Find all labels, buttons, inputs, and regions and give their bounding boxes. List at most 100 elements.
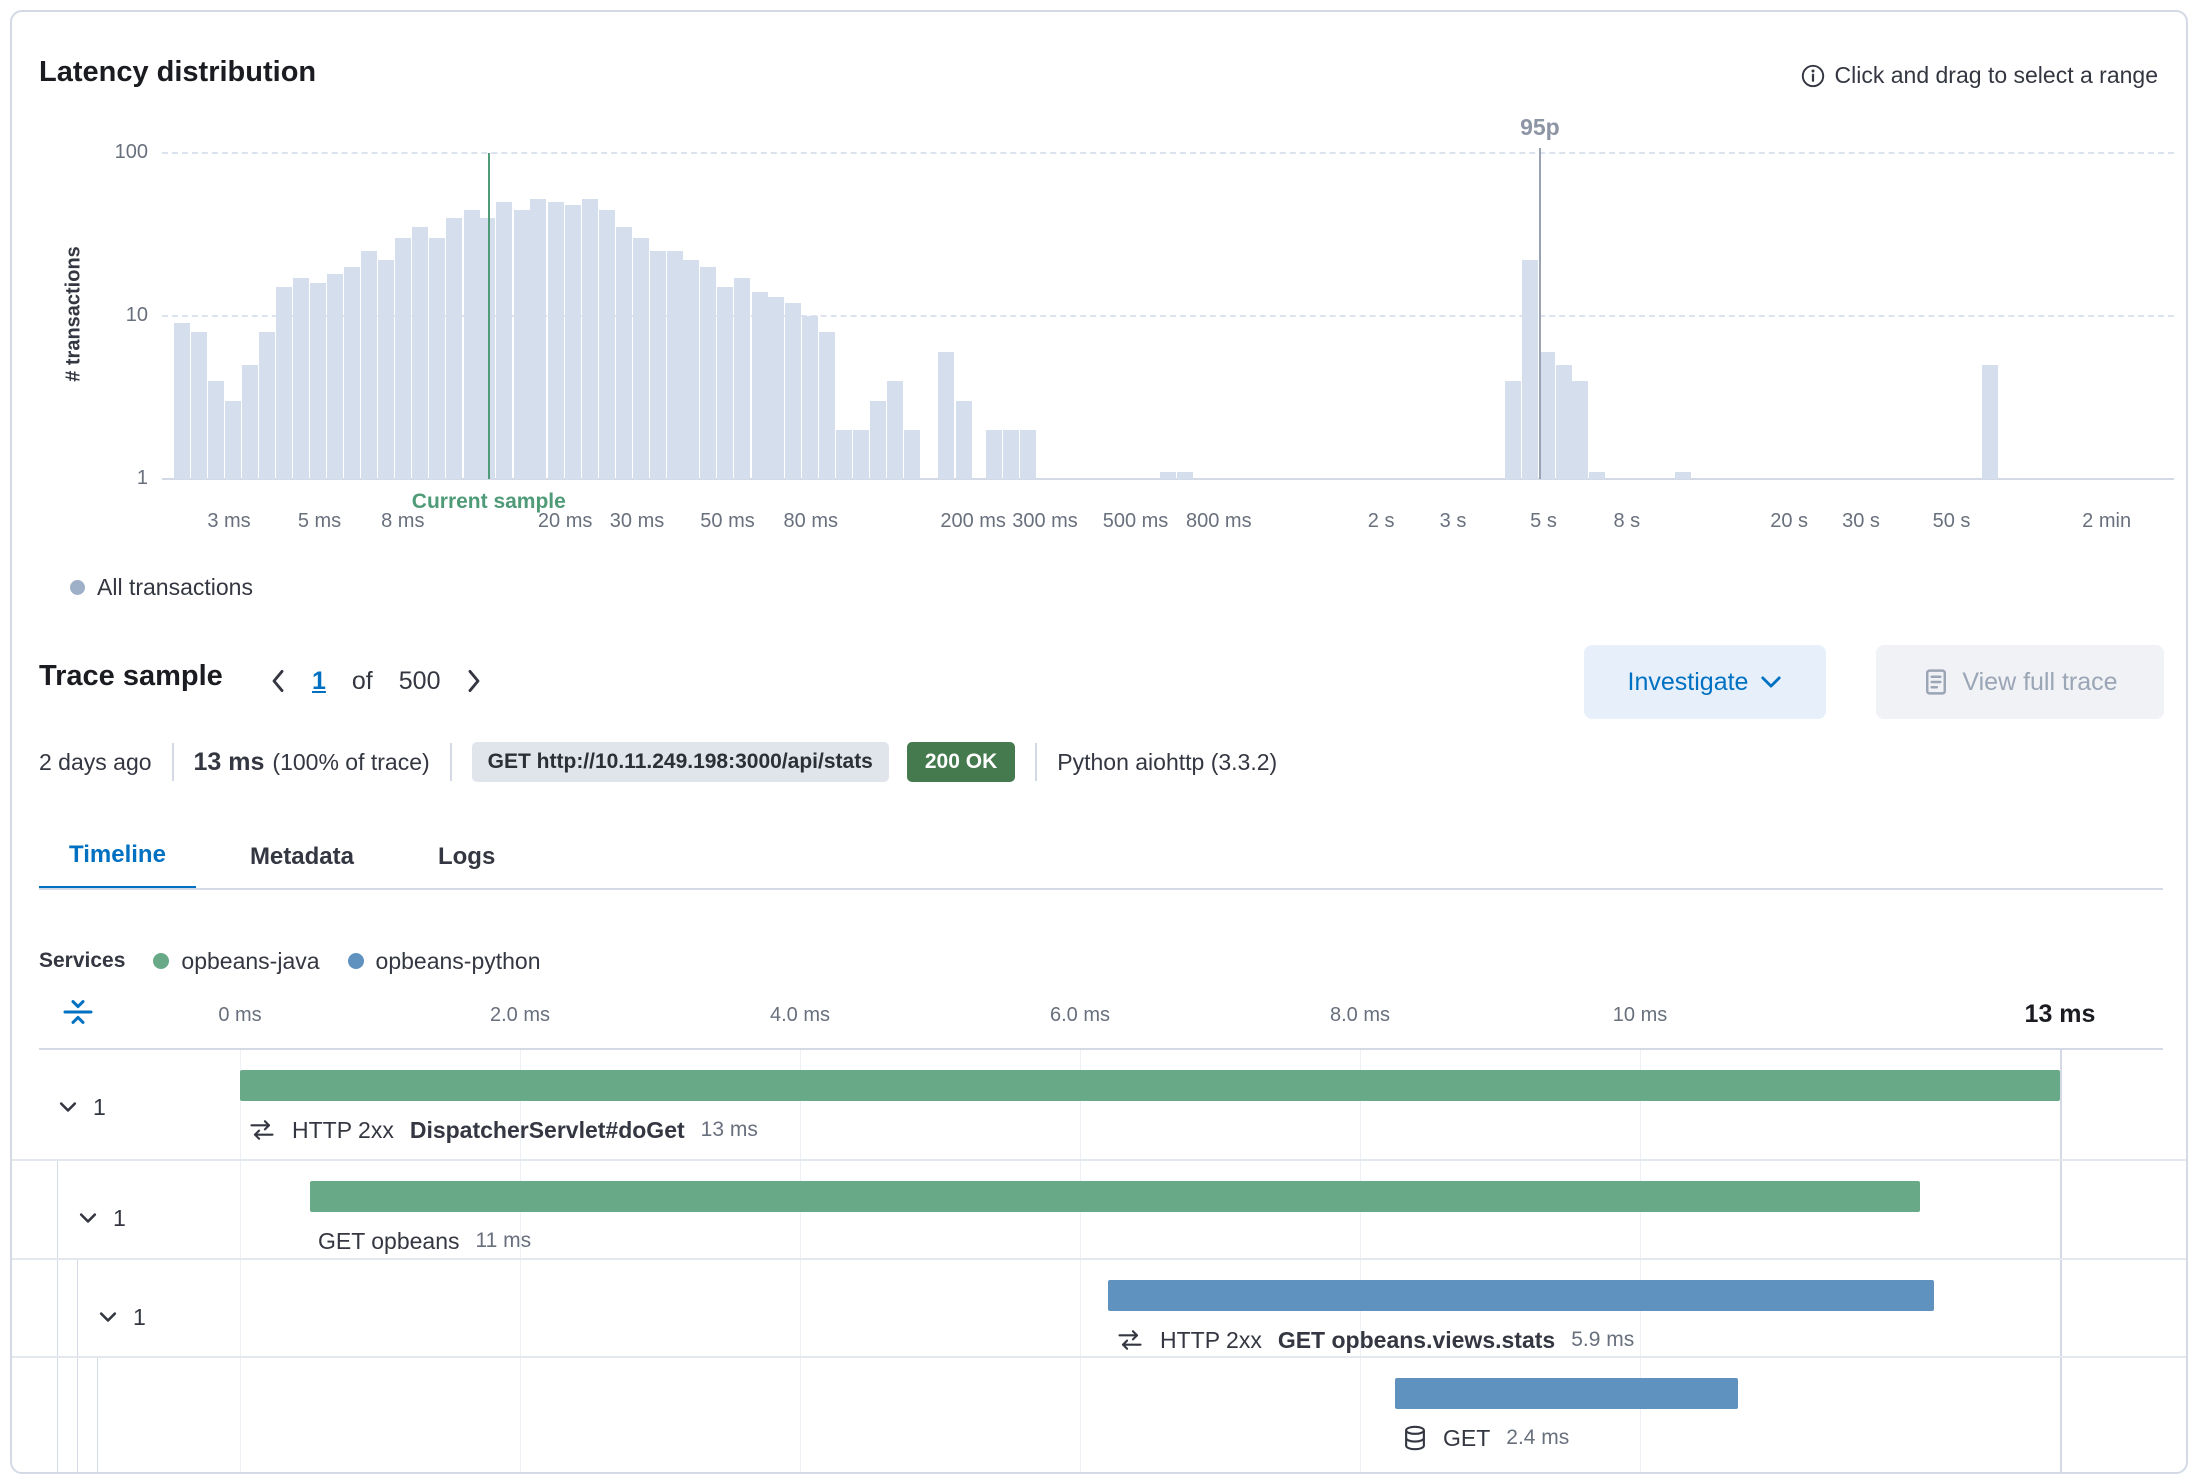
histogram-bar <box>275 287 292 479</box>
apm-transaction-panel: Latency distribution Click and drag to s… <box>10 10 2188 1474</box>
histogram-bar <box>514 210 531 479</box>
span-duration: 5.9 ms <box>1571 1328 1635 1351</box>
span-bar[interactable] <box>1108 1280 1934 1311</box>
view-full-trace-button[interactable]: View full trace <box>1876 645 2164 719</box>
histogram-bar <box>887 381 904 479</box>
x-tick-label: 50 ms <box>700 510 755 532</box>
service-dot-python <box>347 953 364 969</box>
span-bar[interactable] <box>240 1070 2060 1101</box>
investigate-button[interactable]: Investigate <box>1584 645 1826 719</box>
nesting-guide <box>57 1260 58 1356</box>
span-label: GET 2.4 ms <box>1403 1420 1569 1456</box>
span-name: GET opbeans.views.stats <box>1277 1326 1556 1353</box>
chevron-left-icon <box>272 669 284 693</box>
span-label: GET opbeans 11 ms <box>318 1223 531 1259</box>
x-tick-label: 30 s <box>1842 510 1880 532</box>
prev-page-button[interactable] <box>270 668 286 694</box>
histogram-bar <box>548 202 565 479</box>
row-toggle-chevron[interactable] <box>57 1096 81 1120</box>
ruler-bottom-border <box>39 1048 2163 1050</box>
waterfall-row: 1 HTTP 2xx DispatcherServlet#doGet 13 ms <box>12 1050 2186 1161</box>
y-tick-label: 100 <box>114 141 148 163</box>
waterfall-row: GET 2.4 ms <box>12 1358 2186 1472</box>
histogram-bar <box>717 287 734 479</box>
pagination-total: 500 <box>398 666 441 695</box>
current-page-link[interactable]: 1 <box>312 666 326 695</box>
row-child-count: 1 <box>133 1304 146 1330</box>
span-bar[interactable] <box>1395 1378 1738 1409</box>
request-badge: GET http://10.11.249.198:3000/api/stats <box>471 742 889 782</box>
waterfall-gridline <box>2060 1050 2062 1472</box>
row-toggle-chevron[interactable] <box>77 1207 101 1231</box>
service-dot-java <box>153 953 170 969</box>
span-label: HTTP 2xx DispatcherServlet#doGet 13 ms <box>248 1112 758 1148</box>
tab-logs[interactable]: Logs <box>437 843 496 870</box>
current-sample-label: Current sample <box>411 490 566 513</box>
tab-timeline[interactable]: Timeline <box>39 824 196 890</box>
x-tick-label: 80 ms <box>783 510 839 532</box>
ruler-tick-label: 6.0 ms <box>1049 1004 1111 1026</box>
investigate-button-label: Investigate <box>1627 667 1749 696</box>
tab-metadata[interactable]: Metadata <box>249 843 354 870</box>
y-tick-label: 10 <box>125 304 148 326</box>
waterfall-gridline <box>1080 1050 1081 1472</box>
nesting-guide <box>77 1358 78 1472</box>
trace-duration: 13 ms (100% of trace) <box>194 748 430 777</box>
chart-legend[interactable]: All transactions <box>70 574 253 601</box>
timeline-ruler: 0 ms 2.0 ms 4.0 ms 6.0 ms 8.0 ms 10 ms 13 ms <box>12 992 2186 1048</box>
histogram-bar <box>208 381 225 479</box>
x-tick-label: 50 s <box>1932 510 1971 532</box>
waterfall: 1 HTTP 2xx DispatcherServlet#doGet 13 ms 1 GE… <box>12 1050 2186 1472</box>
service-name-java: opbeans-java <box>181 947 320 974</box>
row-toggle-chevron[interactable] <box>97 1306 121 1330</box>
histogram-bar <box>734 278 751 479</box>
x-tick-label: 800 ms <box>1185 510 1252 532</box>
histogram-bar <box>986 430 1003 479</box>
ruler-tick-label: 13 ms <box>2024 1000 2096 1028</box>
database-icon <box>1405 1425 1425 1451</box>
histogram-bar <box>225 401 242 479</box>
trace-timestamp: 2 days ago <box>39 748 152 775</box>
histogram-bar <box>411 227 428 479</box>
span-bar[interactable] <box>310 1181 1920 1212</box>
histogram-bar <box>632 238 649 479</box>
x-tick-label: 500 ms <box>1102 510 1169 532</box>
p95-marker-label: 95p <box>1520 114 1560 140</box>
histogram-bar <box>242 365 259 479</box>
chart-gridline <box>162 152 2174 154</box>
x-tick-label: 30 ms <box>609 510 665 532</box>
waterfall-gridline <box>1360 1050 1361 1472</box>
y-tick-label: 1 <box>136 467 148 489</box>
range-select-hint-text: Click and drag to select a range <box>1834 62 2158 88</box>
service-legend-item-java: opbeans-java <box>153 947 320 975</box>
tabs-bottom-border <box>39 888 2163 890</box>
chevron-down-icon <box>99 1312 117 1322</box>
span-prefix: HTTP 2xx <box>1160 1326 1262 1353</box>
trace-summary-row: 2 days ago 13 ms (100% of trace) GET http… <box>39 738 1277 786</box>
span-name: GET <box>1443 1424 1491 1451</box>
span-prefix: HTTP 2xx <box>292 1116 394 1143</box>
latency-distribution-title: Latency distribution <box>39 56 317 88</box>
waterfall-row: 1 GET opbeans 11 ms <box>12 1161 2186 1260</box>
span-duration: 13 ms <box>700 1118 758 1141</box>
span-name: DispatcherServlet#doGet <box>409 1116 685 1143</box>
histogram-bar <box>819 332 836 479</box>
status-badge: 200 OK <box>906 742 1016 782</box>
histogram-bar <box>1589 472 1606 479</box>
histogram-bar <box>904 430 921 479</box>
x-tick-label: 300 ms <box>1012 510 1078 532</box>
histogram-bar <box>463 210 480 479</box>
histogram-bar <box>1572 381 1589 479</box>
ruler-tick-label: 0 ms <box>218 1004 262 1026</box>
ruler-tick-label: 10 ms <box>1612 1004 1668 1026</box>
span-name: GET opbeans <box>318 1227 460 1254</box>
histogram-bar <box>1521 260 1538 479</box>
collapse-timeline-icon[interactable] <box>62 996 94 1033</box>
histogram-bar <box>360 251 377 479</box>
histogram-bar <box>428 238 445 479</box>
latency-histogram[interactable]: 100 10 1 3 ms 5 ms 8 ms 20 ms 30 ms 50 ms 80 ms 20… <box>12 12 2186 572</box>
histogram-bar <box>173 323 190 479</box>
next-page-button[interactable] <box>466 668 482 694</box>
x-tick-label: 5 s <box>1530 510 1557 532</box>
p95-marker-line <box>1538 148 1541 479</box>
